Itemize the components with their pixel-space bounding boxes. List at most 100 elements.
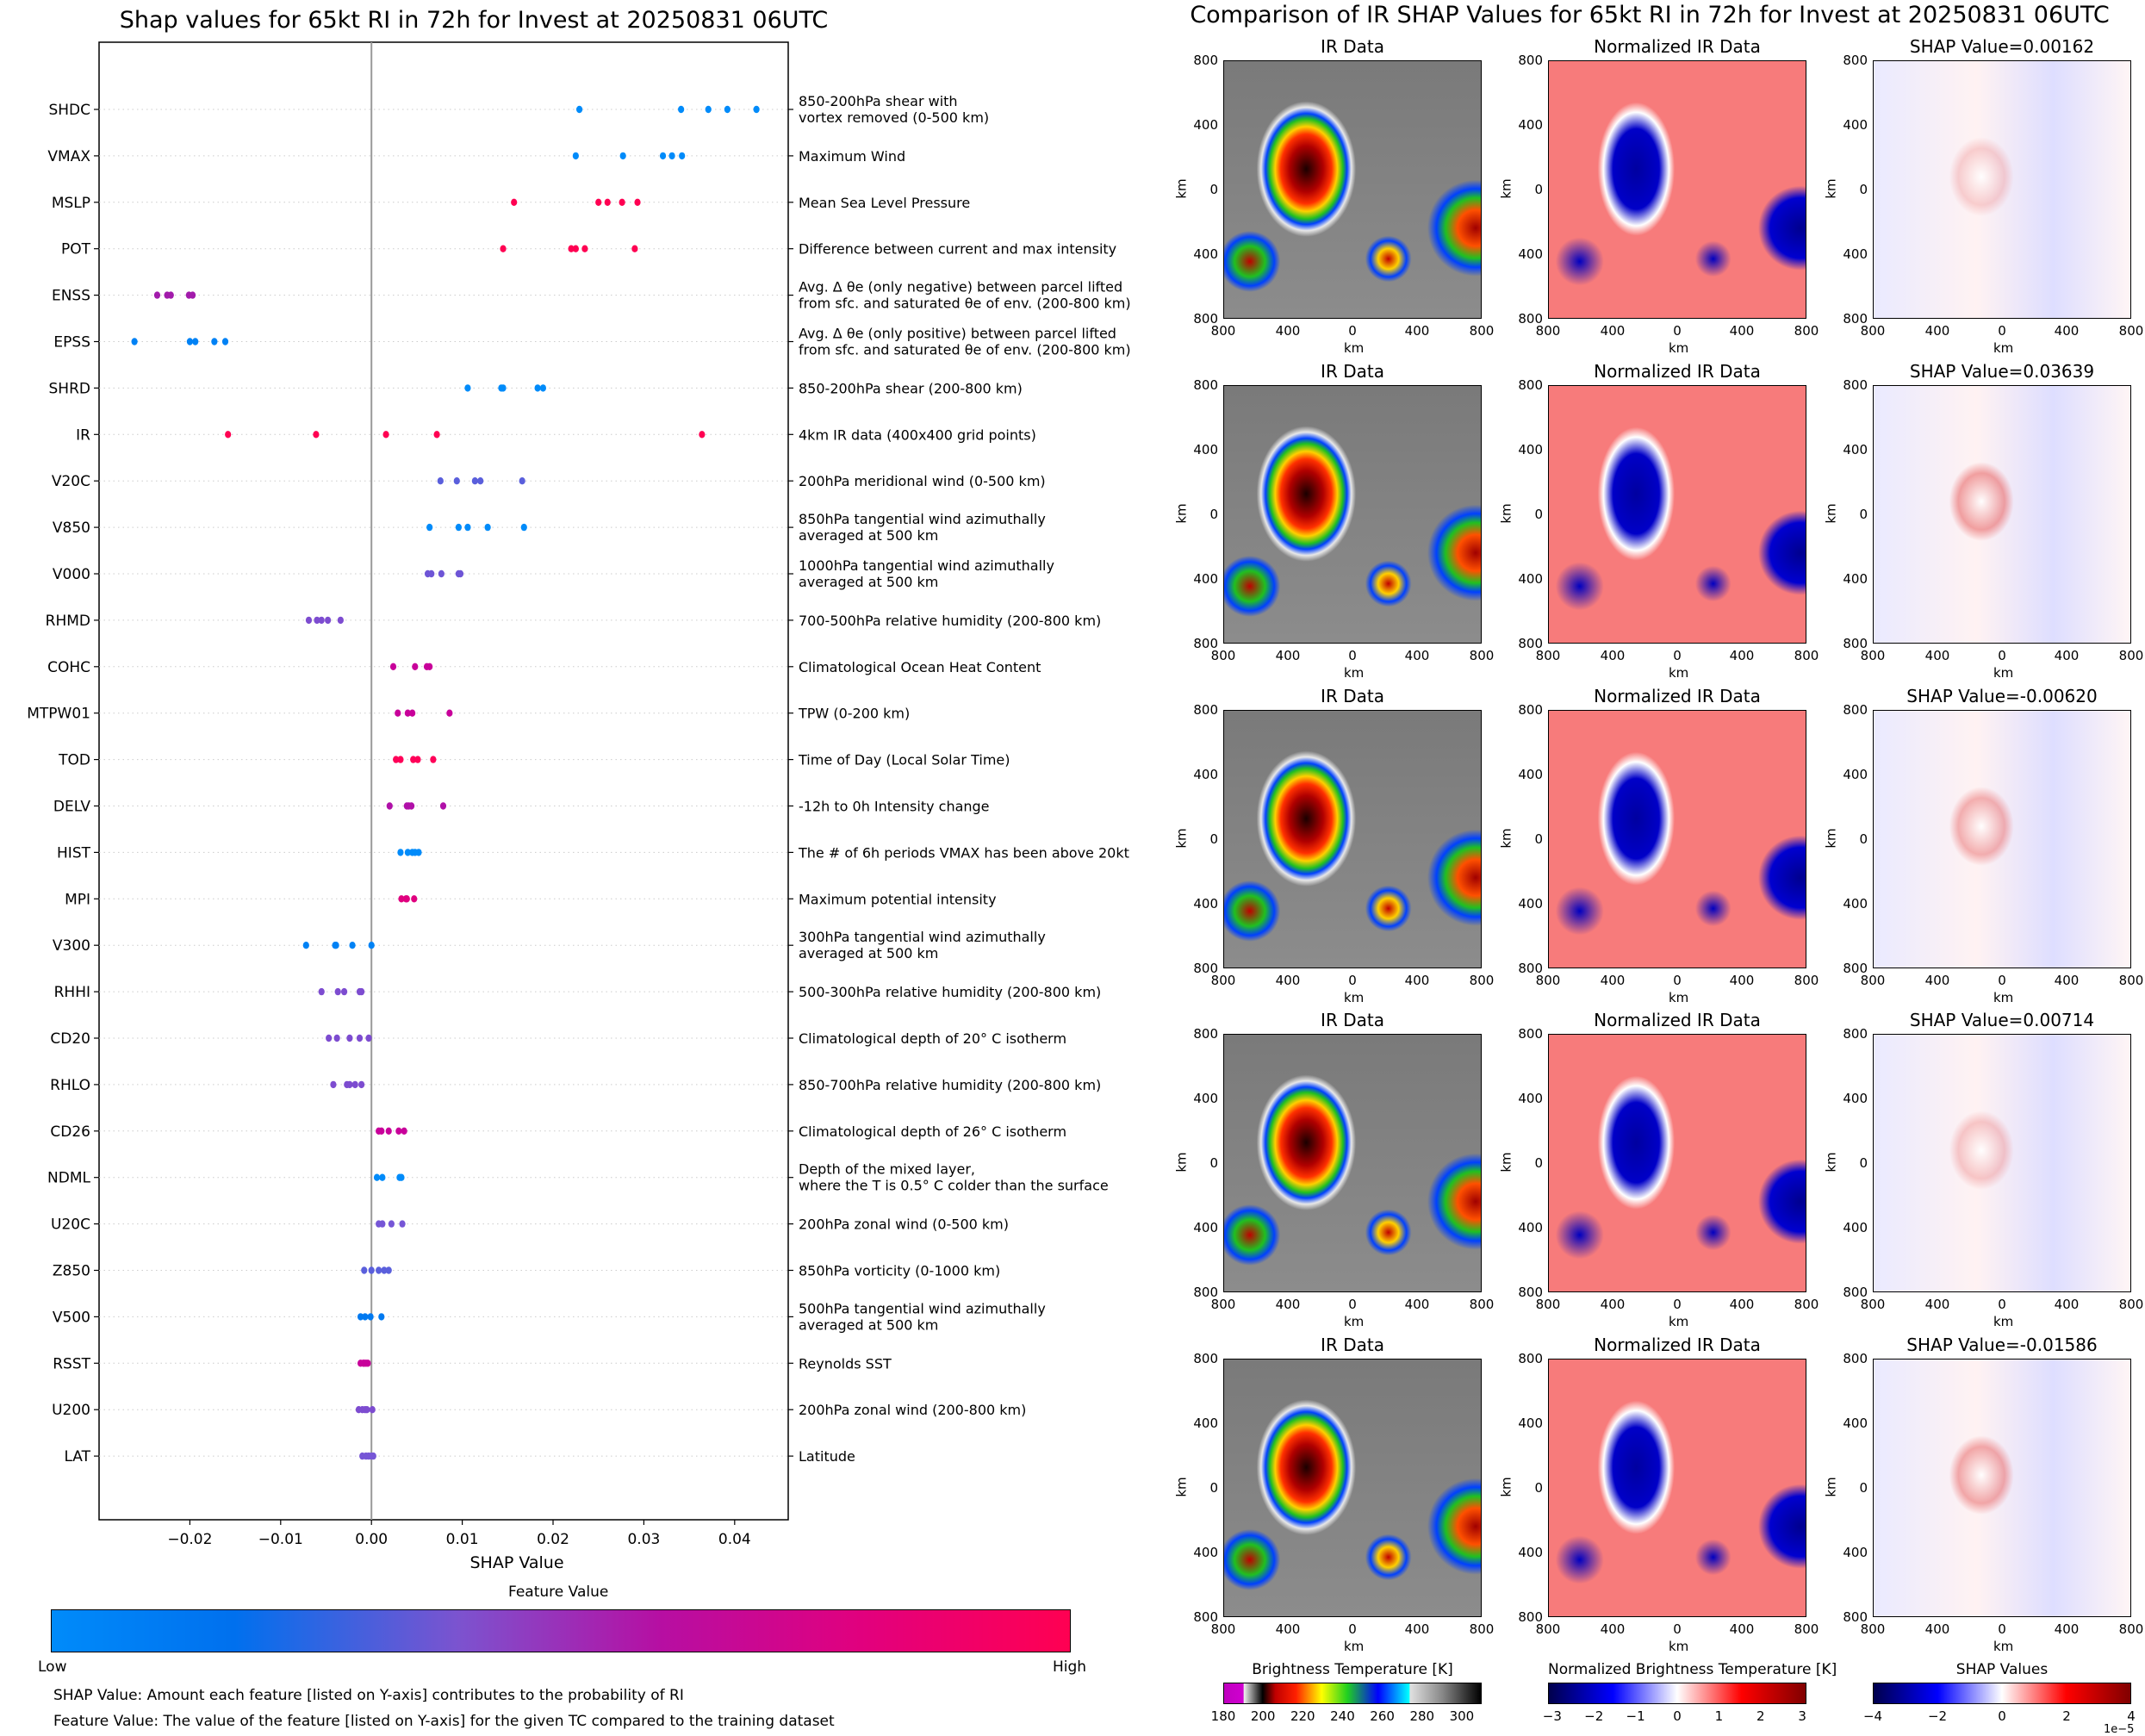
shap-point (398, 1173, 405, 1181)
shap-point (595, 198, 602, 206)
y-tick-label: 400 (1843, 1220, 1868, 1235)
normalized-ir-panel (1548, 1359, 1806, 1617)
shap-point (634, 198, 641, 206)
shap-point (678, 105, 685, 114)
shap-point (395, 709, 401, 717)
shap-point (221, 338, 229, 345)
shap-point (389, 663, 397, 670)
y-axis-label: km (1498, 1152, 1514, 1173)
x-tick-label: 800 (2118, 1621, 2144, 1637)
y-tick-label: 400 (1518, 442, 1543, 457)
y-tick-label: 800 (1193, 1026, 1218, 1042)
x-tick-label: 400 (1924, 973, 1950, 988)
x-tick-label: 800 (1860, 1621, 1886, 1637)
shap-point (484, 523, 491, 532)
feature-description: Avg. Δ θe (only positive) between parcel… (799, 326, 1116, 342)
x-tick-label: 800 (1860, 648, 1886, 663)
y-tick-label: 400 (1193, 896, 1218, 912)
x-axis-label: SHAP Value (469, 1553, 563, 1572)
shap-point (464, 523, 471, 532)
colorbar-tick-label: 300 (1449, 1708, 1475, 1724)
shap-point (572, 152, 579, 160)
x-tick-label: 400 (1924, 323, 1950, 339)
feature-label: CD20 (50, 1030, 90, 1048)
y-tick-label: 400 (1843, 1091, 1868, 1106)
shap-point (349, 942, 356, 949)
shap-panel-title: SHAP Value=0.00162 (1909, 36, 2095, 57)
feature-label: RSST (53, 1355, 90, 1372)
y-tick-label: 0 (1534, 831, 1543, 847)
x-axis-label: km (1344, 990, 1365, 1005)
feature-label: MSLP (52, 195, 90, 212)
colorbar-title: SHAP Values (1955, 1661, 2049, 1678)
shap-point (439, 802, 447, 810)
shap-point (500, 245, 507, 252)
panel-title: IR Data (1321, 36, 1384, 57)
feature-label: V500 (53, 1309, 90, 1326)
feature-label: U200 (52, 1402, 90, 1419)
x-tick-label: 800 (1535, 323, 1561, 339)
y-tick-label: 400 (1518, 117, 1543, 133)
y-tick-label: 800 (1843, 1285, 1868, 1300)
shap-point (705, 105, 712, 114)
shap-point (724, 105, 731, 114)
x-tick-label: 0.03 (627, 1531, 660, 1548)
y-tick-label: 0 (1209, 831, 1218, 847)
x-tick-label: 800 (1210, 1621, 1236, 1637)
shap-point (318, 987, 325, 996)
x-axis-label: km (1993, 1639, 2014, 1654)
colorbar-offset-label: 1e−5 (2104, 1723, 2135, 1736)
y-tick-label: 800 (1193, 1285, 1218, 1300)
feature-label: RHMD (46, 613, 90, 630)
feature-label: SHRD (49, 380, 90, 397)
x-tick-label: 400 (1600, 323, 1626, 339)
shap-point (679, 152, 686, 160)
feature-description: Avg. Δ θe (only negative) between parcel… (799, 279, 1122, 296)
y-tick-label: 400 (1843, 442, 1868, 457)
shap-point (367, 1313, 374, 1321)
feature-description: 500-300hPa relative humidity (200-800 km… (799, 984, 1101, 1000)
shap-point (619, 198, 625, 206)
y-tick-label: 0 (1859, 1480, 1868, 1496)
shap-point (358, 987, 365, 996)
y-tick-label: 400 (1518, 246, 1543, 262)
x-tick-label: 400 (1404, 1621, 1430, 1637)
panel-title: Normalized IR Data (1594, 36, 1761, 57)
feature-description: Maximum Wind (799, 148, 905, 165)
shap-point (370, 1452, 376, 1460)
shap-point (368, 1266, 375, 1274)
x-tick-label: −0.01 (258, 1531, 303, 1548)
shap-point (453, 477, 460, 485)
colorbar-tick-label: 4 (2127, 1708, 2136, 1724)
feature-description: 200hPa zonal wind (200-800 km) (799, 1402, 1026, 1418)
y-axis-label: km (1498, 1477, 1514, 1497)
feature-label: RHHI (54, 984, 90, 1001)
shap-point (131, 338, 138, 345)
x-tick-label: 800 (1794, 323, 1819, 339)
y-axis-label: km (1173, 1152, 1190, 1173)
feature-label: TOD (58, 752, 90, 769)
feature-description: from sfc. and saturated θe of env. (200-… (799, 296, 1131, 312)
y-tick-label: 800 (1518, 1351, 1543, 1366)
shap-point (330, 1080, 337, 1089)
y-tick-label: 400 (1518, 1416, 1543, 1431)
colorbar-tick-label: 180 (1210, 1708, 1236, 1724)
feature-description: Climatological depth of 20° C isotherm (799, 1030, 1066, 1047)
x-tick-label: 0 (1348, 1621, 1357, 1637)
panel-title: Normalized IR Data (1594, 361, 1761, 382)
feature-description: 850-200hPa shear (200-800 km) (799, 380, 1023, 396)
colorbar-tick-label: 220 (1290, 1708, 1315, 1724)
feature-description: Reynolds SST (799, 1355, 892, 1372)
y-tick-label: 0 (1859, 507, 1868, 522)
x-tick-label: 400 (1729, 973, 1755, 988)
colorbar (1548, 1683, 1806, 1704)
feature-label: POT (61, 241, 91, 258)
x-tick-label: −0.02 (167, 1531, 212, 1548)
x-tick-label: 0 (1673, 323, 1682, 339)
feature-description: averaged at 500 km (799, 1316, 938, 1333)
shap-point (404, 709, 411, 717)
y-tick-label: 800 (1518, 311, 1543, 327)
x-tick-label: 400 (1729, 323, 1755, 339)
shap-point (410, 756, 417, 763)
shap-point (379, 1220, 386, 1228)
